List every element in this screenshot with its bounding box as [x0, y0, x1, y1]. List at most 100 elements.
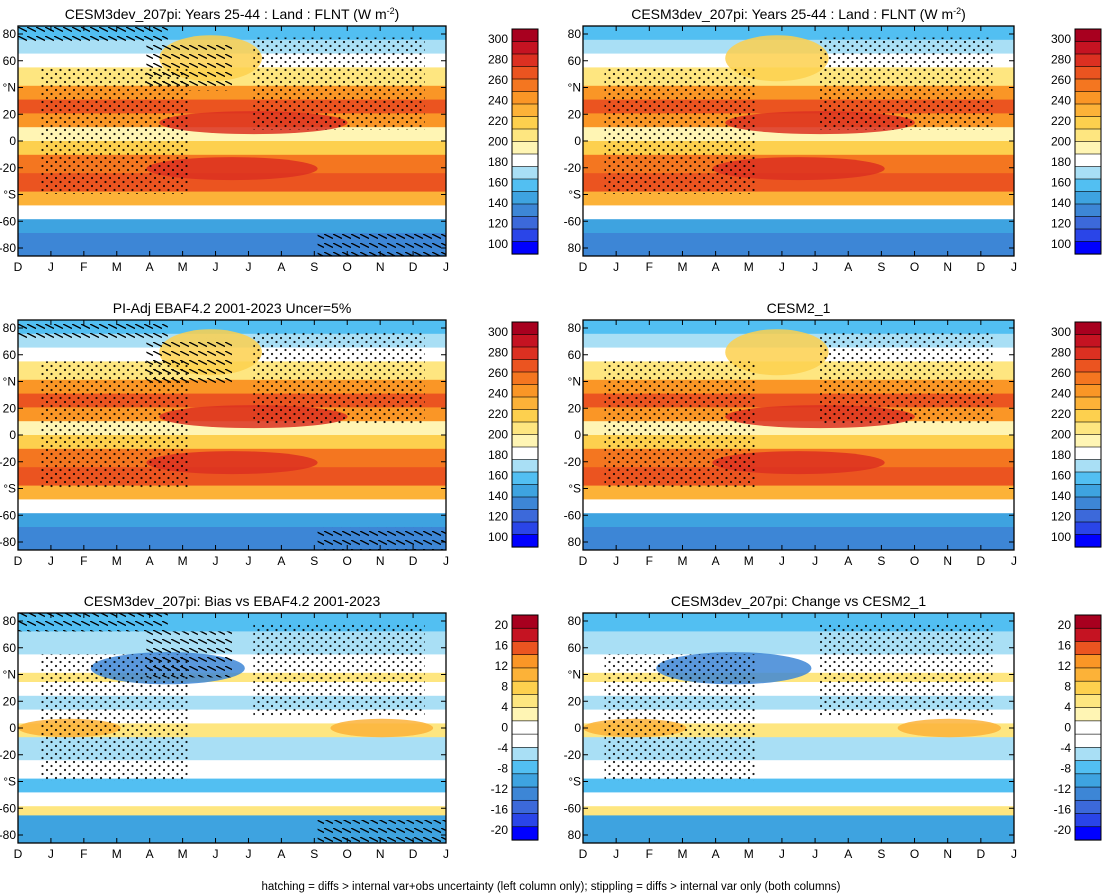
colorbar-swatch	[1074, 384, 1102, 398]
y-tick-label: -20	[0, 161, 16, 175]
y-tick-label: °S	[3, 775, 16, 789]
colorbar-swatch	[1074, 826, 1102, 841]
x-tick-label: J	[213, 554, 219, 568]
colorbar-swatch	[1074, 534, 1102, 548]
colorbar-label: 12	[495, 659, 509, 673]
colorbar-label: 180	[1051, 155, 1071, 169]
y-tick-label: 80	[568, 535, 582, 549]
y-tick-label: °N	[3, 81, 16, 95]
colorbar-label: 260	[488, 366, 508, 380]
x-tick-label: S	[877, 847, 885, 861]
colorbar-label: 140	[488, 196, 508, 210]
colorbar-swatch	[1074, 667, 1102, 682]
colorbar-swatch	[511, 66, 539, 80]
x-tick-label: J	[613, 554, 619, 568]
colorbar-swatch	[1074, 760, 1102, 775]
y-tick-label: °S	[3, 482, 16, 496]
colorbar-label: 260	[1051, 366, 1071, 380]
colorbar-swatch	[1074, 786, 1102, 801]
heatmap-field	[18, 320, 446, 550]
colorbar-swatch	[511, 409, 539, 423]
heatmap-band	[18, 219, 446, 234]
colorbar-swatch	[511, 459, 539, 473]
heatmap-band	[583, 320, 1014, 335]
x-tick-label: D	[579, 554, 588, 568]
colorbar-swatch	[511, 153, 539, 168]
panel-top-right: CESM3dev_207pi: Years 25-44 : Land : FLN…	[564, 6, 1102, 274]
colorbar-label: 100	[488, 237, 508, 251]
x-tick-label: J	[779, 260, 785, 274]
x-tick-label: J	[245, 847, 251, 861]
colorbar-label: 180	[488, 155, 508, 169]
colorbar-swatch	[1074, 484, 1102, 498]
y-tick-label: 0	[9, 428, 16, 442]
colorbar-swatch	[511, 321, 539, 336]
colorbar-swatch	[1074, 446, 1102, 461]
x-tick-label: M	[112, 260, 122, 274]
colorbar-label: 20	[495, 618, 509, 632]
heatmap-band	[583, 527, 1014, 550]
x-tick-label: J	[48, 847, 54, 861]
colorbar-swatch	[511, 91, 539, 105]
x-tick-label: J	[812, 260, 818, 274]
x-tick-label: O	[910, 554, 919, 568]
y-tick-label: 80	[3, 321, 17, 335]
x-tick-label: J	[443, 260, 449, 274]
x-tick-label: D	[977, 847, 986, 861]
x-tick-label: A	[146, 847, 154, 861]
y-tick-label: -80	[0, 535, 16, 549]
colorbar-swatch	[511, 178, 539, 193]
colorbar-swatch	[1074, 178, 1102, 193]
colorbar-label: 200	[488, 135, 508, 149]
colorbar-swatch	[511, 747, 539, 762]
colorbar-swatch	[1074, 371, 1102, 386]
heatmap-band	[583, 205, 1014, 220]
colorbar-swatch	[511, 521, 539, 536]
colorbar-label: 140	[488, 489, 508, 503]
panel-bottom-left: CESM3dev_207pi: Bias vs EBAF4.2 2001-202…	[0, 593, 539, 861]
colorbar-swatch	[511, 680, 539, 696]
x-tick-label: J	[443, 554, 449, 568]
heatmap-band	[583, 485, 1014, 500]
colorbar-swatch	[1074, 53, 1102, 68]
colorbar-swatch	[1074, 627, 1102, 643]
colorbar-label: 120	[488, 217, 508, 231]
x-tick-label: J	[779, 554, 785, 568]
x-tick-label: F	[80, 847, 87, 861]
colorbar-label: -16	[491, 803, 509, 817]
colorbar-swatch	[1074, 813, 1102, 828]
colorbar-swatch	[1074, 153, 1102, 168]
x-tick-label: F	[646, 554, 653, 568]
x-tick-label: D	[409, 554, 418, 568]
y-tick-label: -60	[564, 214, 582, 228]
y-tick-label: °N	[568, 375, 581, 389]
x-tick-label: D	[14, 847, 23, 861]
colorbar-label: 8	[501, 680, 508, 694]
colorbar-swatch	[1074, 733, 1102, 748]
colorbar-swatch	[1074, 471, 1102, 486]
colorbar-label: 300	[488, 32, 508, 46]
colorbar-swatch	[511, 471, 539, 486]
colorbar-swatch	[511, 786, 539, 801]
x-tick-label: J	[213, 260, 219, 274]
colorbar-swatch	[1074, 641, 1102, 656]
x-tick-label: S	[877, 260, 885, 274]
y-tick-label: 80	[3, 27, 17, 41]
colorbar-swatch	[1074, 396, 1102, 411]
stippling-region	[253, 331, 425, 424]
y-tick-label: -80	[0, 828, 16, 842]
colorbar-swatch	[1074, 141, 1102, 155]
title-tail: )	[961, 6, 966, 22]
heatmap-band	[583, 499, 1014, 514]
colorbar-swatch	[511, 166, 539, 180]
y-tick-label: 0	[574, 134, 581, 148]
colorbar-swatch	[511, 813, 539, 828]
panel-top-left: CESM3dev_207pi: Years 25-44 : Land : FLN…	[0, 6, 539, 274]
heatmap-field	[583, 26, 1014, 256]
y-tick-label: 20	[568, 401, 582, 415]
x-tick-label: M	[178, 554, 188, 568]
y-tick-label: 0	[9, 721, 16, 735]
y-tick-label: 60	[3, 641, 17, 655]
panel-middle-left: PI-Adj EBAF4.2 2001-2023 Uncer=5% D J F M A M J…	[0, 300, 539, 568]
colorbar-label: 300	[1051, 32, 1071, 46]
